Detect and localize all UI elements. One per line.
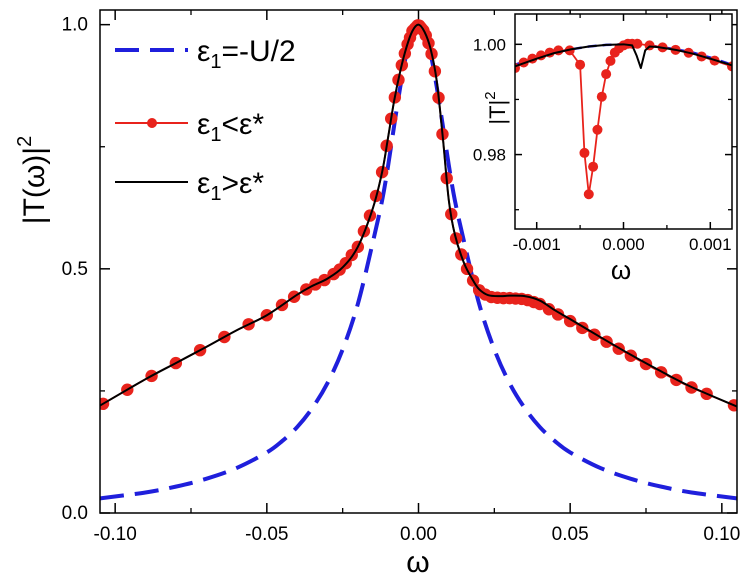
inset-frame	[514, 13, 733, 230]
inset-ytick-labels: 0.98 1.00	[473, 35, 506, 164]
inset-marker-below-critical	[601, 69, 612, 80]
inset-marker-below-critical	[575, 59, 586, 70]
inset-xtick-labels: -0.001 0.000 0.001	[513, 235, 732, 254]
inset-y-axis-title: |T|2	[482, 91, 510, 124]
main-ytick-label: 0.5	[62, 259, 88, 280]
legend-label-half-filling: ε1=-U/2	[197, 35, 296, 73]
inset-xtick-label: 0.001	[689, 235, 732, 254]
inset-plot-area	[515, 38, 732, 200]
legend-label-above-critical: ε1>ε*	[197, 167, 264, 205]
inset-series-above-critical-line	[515, 43, 732, 70]
main-xtick-label: -0.10	[94, 524, 137, 545]
legend: ε1=-U/2 ε1<ε* ε1>ε*	[115, 35, 296, 205]
main-plot-area	[100, 19, 737, 501]
inset-xtick-label: -0.001	[513, 235, 561, 254]
inset-xtick-label: 0.000	[602, 235, 645, 254]
main-y-axis-title-base: |T(ω)|	[18, 147, 51, 224]
inset-series	[515, 38, 732, 200]
main-x-axis-title: ω	[406, 546, 429, 579]
legend-label-below-critical: ε1<ε*	[197, 108, 264, 146]
main-xtick-label: 0.05	[552, 524, 589, 545]
inset-marker-below-critical	[605, 55, 616, 66]
main-xtick-label: 0.10	[703, 524, 740, 545]
main-y-axis-title-sup: 2	[14, 136, 36, 147]
inset-marker-below-critical	[579, 147, 590, 158]
main-xtick-label: 0.00	[400, 524, 437, 545]
legend-marker-below-critical	[147, 118, 157, 128]
main-ytick-labels: 0.0 0.5 1.0	[62, 15, 88, 524]
inset-y-axis-title-base: |T|	[485, 100, 510, 125]
main-y-axis-title: |T(ω)|2	[14, 136, 51, 224]
main-marker-below-critical	[542, 303, 556, 316]
inset-marker-below-critical	[588, 161, 599, 172]
inset-chart: -0.001 0.000 0.001 0.98 1.00 ω |T|2	[473, 13, 733, 285]
inset-marker-below-critical	[592, 124, 603, 135]
main-frame	[99, 9, 738, 514]
inset-marker-below-critical	[596, 91, 607, 102]
inset-ytick-label: 1.00	[473, 35, 506, 54]
main-series-above-critical-line	[100, 23, 737, 408]
main-xtick-labels: -0.10 -0.05 0.00 0.05 0.10	[94, 524, 741, 545]
main-ytick-label: 1.0	[62, 15, 88, 36]
inset-marker-below-critical	[583, 189, 594, 200]
inset-y-axis-title-sup: 2	[482, 91, 499, 99]
inset-ytick-label: 0.98	[473, 146, 506, 165]
main-xtick-label: -0.05	[245, 524, 288, 545]
main-ytick-label: 0.0	[62, 503, 88, 524]
inset-x-axis-title: ω	[611, 255, 631, 285]
main-series	[100, 19, 737, 501]
inset-marker-below-critical	[632, 38, 643, 49]
main-marker-below-critical	[533, 297, 547, 311]
